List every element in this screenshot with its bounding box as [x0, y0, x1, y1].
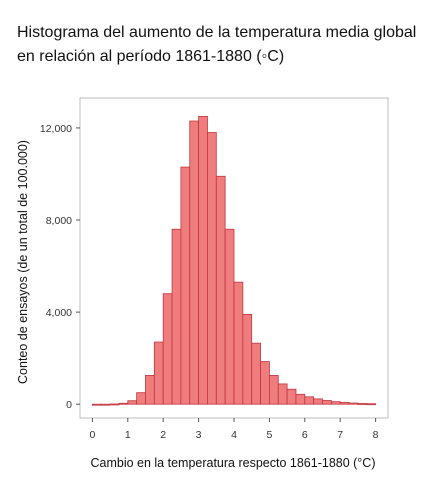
x-axis-label: Cambio en la temperatura respecto 1861-1…: [90, 456, 375, 470]
x-tick-label: 6: [302, 429, 308, 441]
y-tick-label: 12,000: [40, 123, 72, 135]
histogram-bar: [207, 132, 217, 405]
histogram-bar: [215, 175, 226, 405]
histogram-bar: [162, 293, 173, 405]
histogram-bar: [348, 402, 359, 405]
histogram-bar: [251, 342, 261, 405]
x-tick-label: 5: [266, 429, 272, 441]
histogram-bar: [145, 375, 155, 405]
histogram-bar: [233, 281, 244, 405]
histogram-bar: [304, 396, 315, 405]
x-tick-label: 2: [160, 429, 166, 441]
histogram-bar: [118, 402, 129, 405]
y-axis-ticks: 0 4,000 8,000 12,000: [40, 123, 80, 411]
y-tick-label: 8,000: [46, 215, 72, 227]
histogram-bar: [268, 375, 279, 405]
histogram-bars: [91, 116, 377, 406]
histogram-bar: [330, 401, 341, 405]
histogram-bar: [366, 403, 377, 406]
histogram-bar: [180, 166, 191, 405]
x-tick-label: 7: [337, 429, 343, 441]
y-axis-label: Conteo de ensayos (de un total de 100.00…: [16, 140, 30, 384]
histogram-bar: [91, 403, 102, 406]
histogram-bar: [109, 403, 120, 406]
y-tick-label: 4,000: [46, 307, 72, 319]
histogram-bar: [339, 401, 350, 405]
x-tick-label: 8: [373, 429, 379, 441]
histogram-bar: [295, 393, 306, 405]
histogram-bar: [189, 120, 200, 405]
histogram-bar: [198, 116, 208, 405]
histogram-bar: [136, 392, 146, 405]
histogram-bar: [322, 400, 332, 405]
x-axis-ticks: 0 1 2 3 4 5 6 7 8: [89, 418, 379, 441]
x-tick-label: 1: [125, 429, 131, 441]
histogram-bar: [171, 228, 182, 405]
x-tick-label: 3: [196, 429, 202, 441]
histogram-bar: [313, 398, 323, 405]
histogram-bar: [357, 403, 368, 405]
histogram-bar: [224, 228, 235, 405]
histogram-bar: [277, 383, 288, 405]
chart-title: Histograma del aumento de la temperatura…: [17, 21, 427, 69]
histogram-bar: [153, 341, 164, 405]
chart-title-line-1: Histograma del aumento de la temperatura…: [17, 24, 417, 41]
x-tick-label: 0: [89, 429, 95, 441]
histogram-bar: [260, 361, 270, 405]
x-tick-label: 4: [231, 429, 237, 441]
histogram-bar: [100, 403, 111, 406]
chart-title-line-2: en relación al período 1861-1880 (◦C): [17, 48, 285, 65]
y-tick-label: 0: [66, 399, 72, 411]
histogram-bar: [242, 313, 253, 405]
histogram-bar: [286, 388, 297, 405]
histogram-bar: [127, 400, 138, 405]
